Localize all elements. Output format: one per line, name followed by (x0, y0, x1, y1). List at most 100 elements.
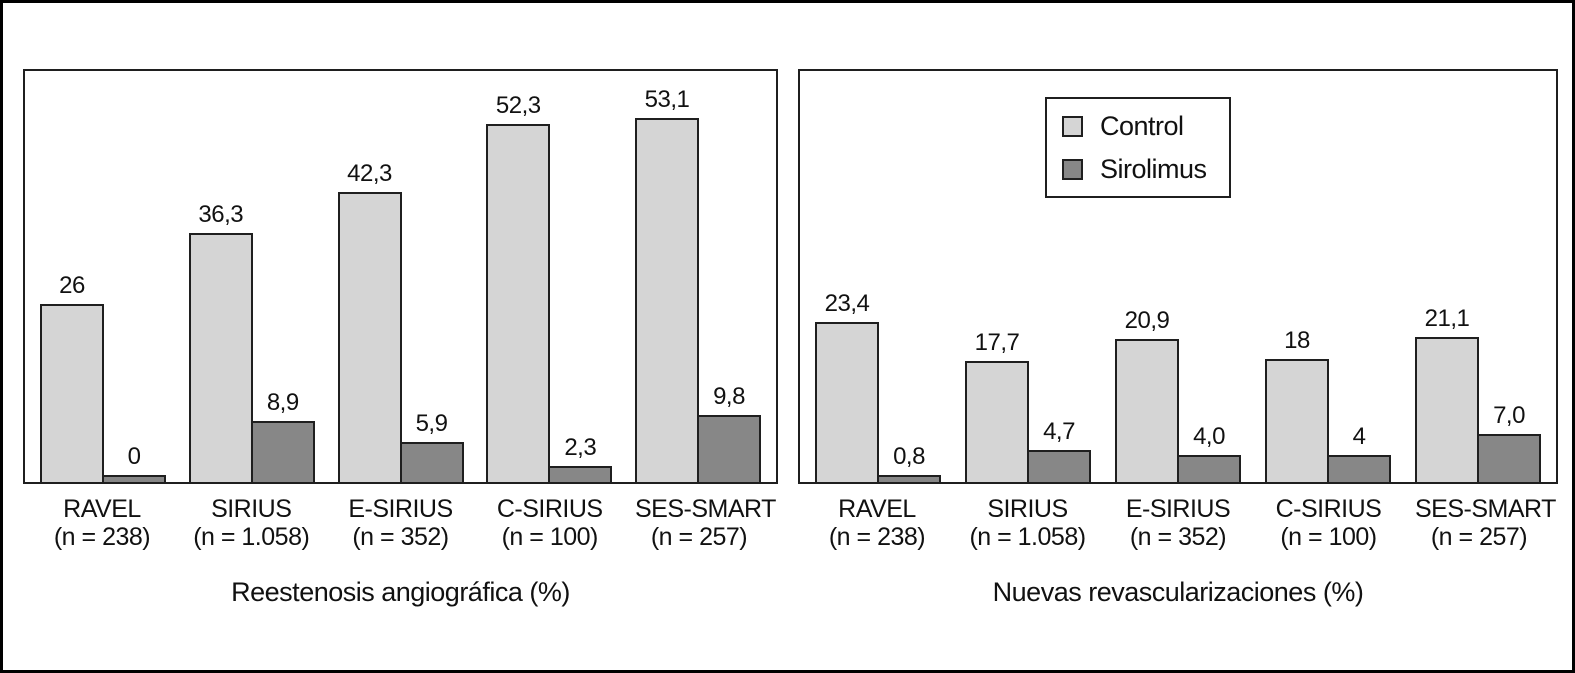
category-label: SES-SMART (n = 257) (635, 495, 776, 551)
bar-value-label: 18 (1284, 327, 1310, 354)
category-label: SES-SMART (n = 257) (1415, 495, 1556, 551)
trial-sample-size: (n = 257) (650, 523, 748, 551)
trial-sample-size: (n = 100) (501, 523, 599, 551)
control-bar (188, 233, 253, 482)
bar-group: 52,3 2,3 (486, 93, 613, 482)
chart-reestenosis: 26 0 36,3 8,9 42,3 5,9 52,3 2,3 53,1 9,8 RAVEL (n … (23, 69, 778, 608)
trial-name: SIRIUS (211, 495, 292, 523)
category-axis-right: RAVEL (n = 238) SIRIUS (n = 1.058) E-SIRIUS(… (798, 495, 1558, 551)
bar-column: 7,0 (1477, 403, 1541, 482)
sirolimus-bar (1327, 455, 1391, 482)
control-bar (486, 124, 551, 482)
bar-group: 26 0 (40, 273, 166, 482)
bar-column: 53,1 (635, 87, 699, 482)
trial-sample-size: (n = 238) (828, 523, 926, 551)
bar-group: 17,7 4,7 (965, 330, 1091, 482)
trial-name: C-SIRIUS (496, 495, 603, 523)
trial-sample-size: (n = 1.058) (969, 523, 1086, 551)
sirolimus-bar (399, 442, 464, 482)
trial-sample-size: (n = 1.058) (193, 523, 310, 551)
bar-value-label: 7,0 (1493, 402, 1525, 429)
bars-row: 26 0 36,3 8,9 42,3 5,9 52,3 2,3 53,1 9,8 (25, 87, 776, 482)
control-swatch-icon (1062, 115, 1083, 137)
category-axis-left: RAVEL (n = 238) SIRIUS (n = 1.058) E-SIRIUS(… (23, 495, 778, 551)
bar-column: 42,3 (337, 160, 402, 482)
bar-column: 4,7 (1027, 419, 1091, 482)
trial-name: RAVEL (838, 495, 916, 523)
bar-column: 5,9 (399, 410, 464, 482)
legend: Control Sirolimus (1045, 97, 1231, 198)
trial-name: SES-SMART (1415, 495, 1556, 523)
bar-value-label: 21,1 (1424, 305, 1470, 332)
bar-group: 21,1 7,0 (1415, 306, 1541, 482)
bar-value-label: 8,9 (266, 389, 299, 416)
bar-value-label: 23,4 (824, 290, 870, 317)
trial-name: E-SIRIUS (348, 495, 453, 523)
control-bar (815, 322, 879, 482)
bar-value-label: 0 (127, 443, 141, 470)
bar-column: 4,0 (1177, 424, 1241, 482)
control-bar (337, 192, 402, 482)
plot-area-right: Control Sirolimus 23,4 0,8 17,7 4,7 20,9 4,0 1… (798, 69, 1558, 484)
sirolimus-bar (1477, 434, 1541, 482)
control-bar (1265, 359, 1329, 482)
trial-sample-size: (n = 352) (352, 523, 449, 551)
bar-group: 53,1 9,8 (635, 87, 761, 482)
legend-item-control: Control (1062, 112, 1207, 140)
bar-group: 20,9 4,0 (1115, 308, 1241, 482)
bar-column: 21,1 (1415, 306, 1479, 482)
legend-label-sirolimus: Sirolimus (1100, 154, 1207, 184)
trial-name: RAVEL (63, 495, 141, 523)
axis-title-left: Reestenosis angiográfica (%) (231, 577, 570, 607)
trial-name: SES-SMART (635, 495, 776, 523)
control-bar (1415, 337, 1479, 482)
bar-column: 26 (40, 273, 104, 482)
trial-name: SIRIUS (987, 495, 1068, 523)
bar-value-label: 26 (59, 272, 85, 299)
bar-column: 23,4 (815, 291, 879, 482)
bar-value-label: 20,9 (1124, 307, 1170, 334)
category-label: E-SIRIUS (n = 352) (337, 495, 465, 551)
bar-column: 4 (1327, 424, 1391, 482)
bar-value-label: 9,8 (713, 383, 745, 410)
legend-item-sirolimus: Sirolimus (1062, 155, 1207, 183)
bar-value-label: 5,9 (415, 410, 448, 437)
bar-column: 20,9 (1115, 308, 1179, 482)
category-label: RAVEL (n = 238) (813, 495, 941, 551)
bar-value-label: 42,3 (347, 160, 392, 187)
trial-sample-size: (n = 238) (53, 523, 151, 551)
sirolimus-swatch-icon (1062, 158, 1083, 180)
chart-revascularizaciones: Control Sirolimus 23,4 0,8 17,7 4,7 20,9 4,0 1… (798, 69, 1558, 608)
bar-value-label: 2,3 (564, 434, 597, 461)
bar-column: 2,3 (548, 434, 613, 482)
bars-row: 23,4 0,8 17,7 4,7 20,9 4,0 18 4 21,1 7,0 (800, 291, 1556, 482)
bar-value-label: 17,7 (974, 329, 1020, 356)
category-label: C-SIRIUS (n = 100) (486, 495, 614, 551)
trial-sample-size: (n = 100) (1280, 523, 1377, 551)
sirolimus-bar (1027, 450, 1091, 482)
legend-label-control: Control (1100, 111, 1184, 141)
bar-column: 8,9 (250, 389, 315, 482)
category-label: C-SIRIUS (n = 100) (1265, 495, 1393, 551)
bar-value-label: 4,0 (1193, 423, 1225, 450)
trial-sample-size: (n = 257) (1430, 523, 1528, 551)
bar-value-label: 0,8 (893, 443, 925, 470)
category-label: E-SIRIUS (n = 352) (1114, 495, 1242, 551)
bar-group: 42,3 5,9 (337, 160, 464, 482)
bar-column: 18 (1265, 328, 1329, 482)
sirolimus-bar (877, 475, 941, 482)
bar-column: 36,3 (188, 202, 253, 482)
trial-sample-size: (n = 352) (1129, 523, 1227, 551)
bar-value-label: 53,1 (644, 86, 690, 113)
sirolimus-bar (250, 421, 315, 482)
category-label: SIRIUS (n = 1.058) (187, 495, 315, 551)
control-bar (1115, 339, 1179, 482)
bar-value-label: 4 (1352, 423, 1366, 450)
bar-value-label: 4,7 (1043, 418, 1075, 445)
bar-group: 18 4 (1265, 328, 1391, 482)
control-bar (635, 118, 699, 482)
bar-group: 36,3 8,9 (188, 202, 315, 482)
sirolimus-bar (102, 475, 166, 482)
bar-column: 52,3 (486, 93, 551, 482)
